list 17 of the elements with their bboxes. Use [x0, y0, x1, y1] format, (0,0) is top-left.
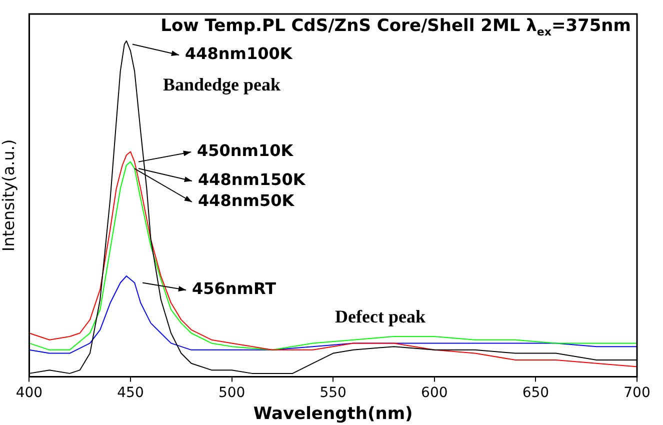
x-axis-title: Wavelength(nm) [253, 404, 413, 424]
x-tick-label: 550 [320, 384, 346, 401]
annotation: 450nm10K [197, 141, 294, 160]
chart-title: Low Temp.PL CdS/ZnS Core/Shell 2ML λ$_{ex}$=375nm [160, 16, 632, 38]
annotation: Bandedge peak [163, 74, 281, 95]
annotation: 448nm150K [198, 170, 306, 190]
x-tick-label: 650 [522, 384, 550, 401]
x-tick-label: 700 [624, 384, 650, 401]
annotation: 448nm100K [185, 44, 293, 64]
x-tick-label: 500 [218, 384, 246, 401]
y-axis-title: Intensity(a.u.) [0, 139, 18, 252]
annotation: 456nmRT [192, 279, 276, 298]
x-tick-label: 600 [421, 384, 448, 401]
x-tick-label: 400 [16, 384, 43, 401]
annotation: Defect peak [335, 306, 426, 327]
x-tick-label: 450 [117, 384, 144, 401]
annotation: 448nm50K [198, 191, 295, 210]
